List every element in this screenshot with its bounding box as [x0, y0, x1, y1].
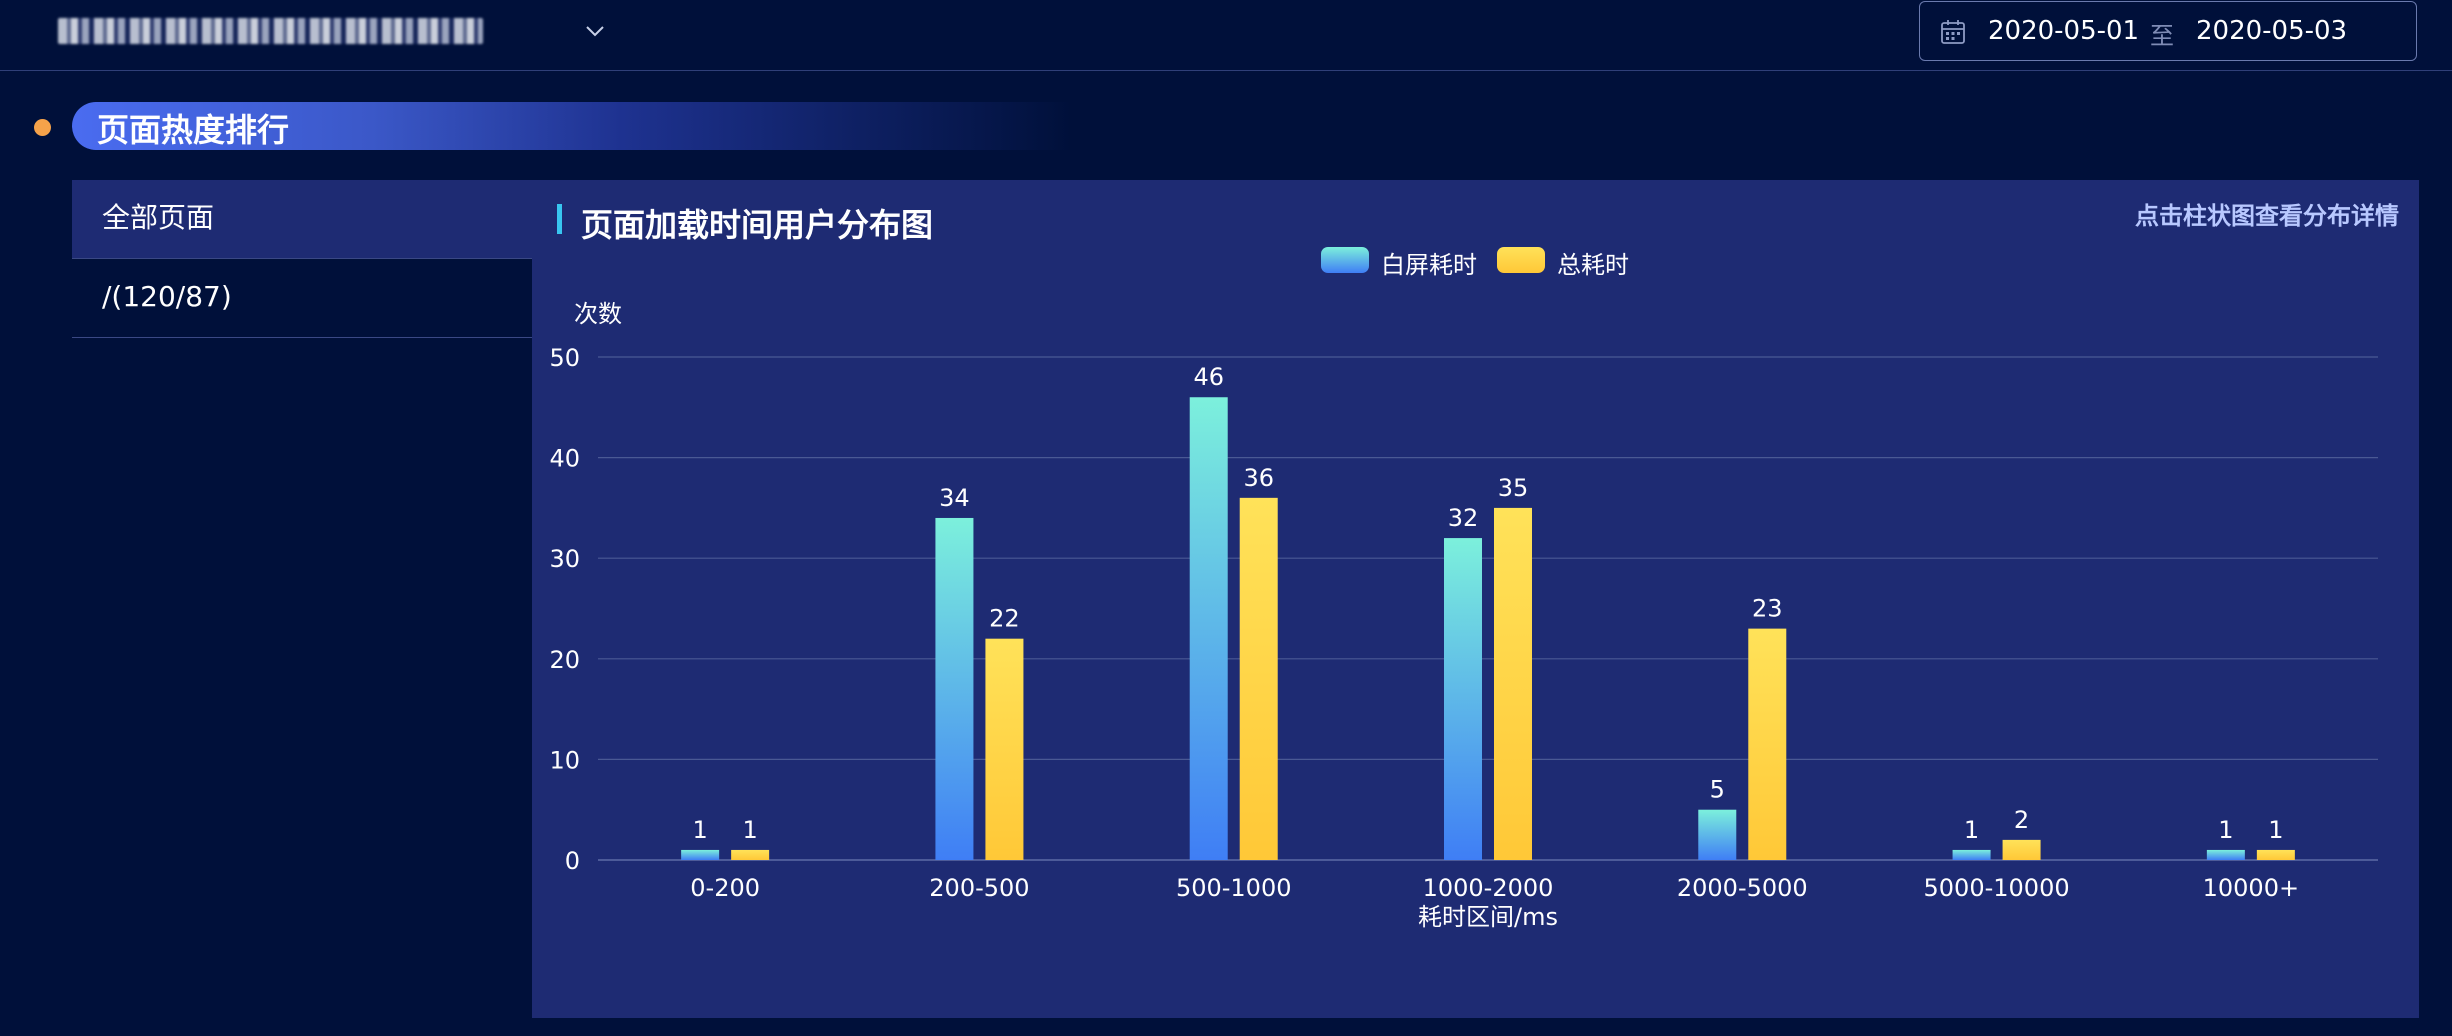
y-tick-label: 10: [549, 746, 580, 774]
bar-value-label: 5: [1710, 776, 1725, 804]
bar-white-screen[interactable]: [1952, 849, 1991, 860]
bar-value-label: 36: [1243, 464, 1274, 492]
page-list-item-all[interactable]: 全部页面: [72, 180, 532, 259]
y-axis-label: 次数: [574, 300, 622, 328]
bar-value-label: 34: [939, 484, 970, 512]
y-tick-label: 0: [565, 847, 580, 875]
bar-value-label: 23: [1752, 595, 1783, 623]
x-tick-label: 0-200: [690, 874, 760, 902]
top-bar: 2020-05-01 至 2020-05-03: [0, 0, 2452, 71]
bar-white-screen[interactable]: [1698, 809, 1737, 860]
bar-value-label: 1: [2218, 816, 2233, 844]
bar-white-screen[interactable]: [681, 849, 720, 860]
bar-total[interactable]: [1748, 628, 1787, 860]
bar-value-label: 1: [693, 816, 708, 844]
bar-total[interactable]: [1239, 497, 1278, 860]
y-tick-label: 40: [549, 445, 580, 473]
bar-value-label: 32: [1448, 504, 1479, 532]
bar-value-label: 1: [1964, 816, 1979, 844]
legend-label-total: 总耗时: [1557, 251, 1629, 279]
y-tick-label: 50: [549, 344, 580, 372]
legend-swatch-white-screen: [1321, 247, 1369, 273]
date-range-picker[interactable]: 2020-05-01 至 2020-05-03: [1919, 1, 2417, 61]
legend-swatch-total: [1497, 247, 1545, 273]
bar-white-screen[interactable]: [935, 517, 974, 860]
chevron-down-icon[interactable]: [584, 20, 606, 42]
calendar-icon: [1941, 20, 1965, 44]
bar-white-screen[interactable]: [2206, 849, 2245, 860]
x-tick-label: 1000-2000: [1423, 874, 1554, 902]
bar-chart: 次数 0 10 20 30 40 50 0-200 1 1 200-500 34 22 500-1000 4…: [549, 300, 2378, 931]
url-selector-value[interactable]: [58, 18, 483, 44]
x-tick-label: 10000+: [2203, 874, 2299, 902]
section-title-bar: [72, 102, 1072, 150]
bar-value-label: 1: [743, 816, 758, 844]
page-list: 全部页面 /(120/87): [72, 180, 532, 338]
section-title: 页面热度排行: [97, 111, 290, 149]
x-tick-label: 2000-5000: [1677, 874, 1808, 902]
legend-label-white-screen: 白屏耗时: [1381, 251, 1477, 279]
page-list-item-root[interactable]: /(120/87): [72, 259, 532, 338]
bar-value-label: 1: [2268, 816, 2283, 844]
date-separator: 至: [2150, 22, 2174, 50]
bar-total[interactable]: [2002, 839, 2041, 860]
bar-total[interactable]: [2256, 849, 2295, 860]
chart-title: 页面加载时间用户分布图: [581, 206, 934, 244]
y-tick-label: 30: [549, 545, 580, 573]
x-tick-label: 200-500: [929, 874, 1029, 902]
bar-total[interactable]: [985, 638, 1024, 860]
chart-hint-link[interactable]: 点击柱状图查看分布详情: [2135, 202, 2399, 230]
bar-value-label: 2: [2014, 806, 2029, 834]
bar-white-screen[interactable]: [1189, 397, 1228, 860]
x-tick-label: 5000-10000: [1924, 874, 2070, 902]
x-tick-label: 500-1000: [1176, 874, 1292, 902]
date-start-input[interactable]: 2020-05-01: [1988, 16, 2140, 46]
bar-white-screen[interactable]: [1444, 538, 1482, 860]
bar-total[interactable]: [731, 849, 770, 860]
y-tick-label: 20: [549, 646, 580, 674]
bar-total[interactable]: [1494, 507, 1532, 860]
bar-value-label: 35: [1498, 474, 1529, 502]
panel-title-accent: [557, 204, 562, 234]
section-dot-icon: [34, 119, 51, 136]
date-end-input[interactable]: 2020-05-03: [2196, 16, 2348, 46]
bar-value-label: 46: [1193, 363, 1224, 391]
bar-value-label: 22: [989, 605, 1020, 633]
x-axis-label: 耗时区间/ms: [1418, 903, 1558, 931]
